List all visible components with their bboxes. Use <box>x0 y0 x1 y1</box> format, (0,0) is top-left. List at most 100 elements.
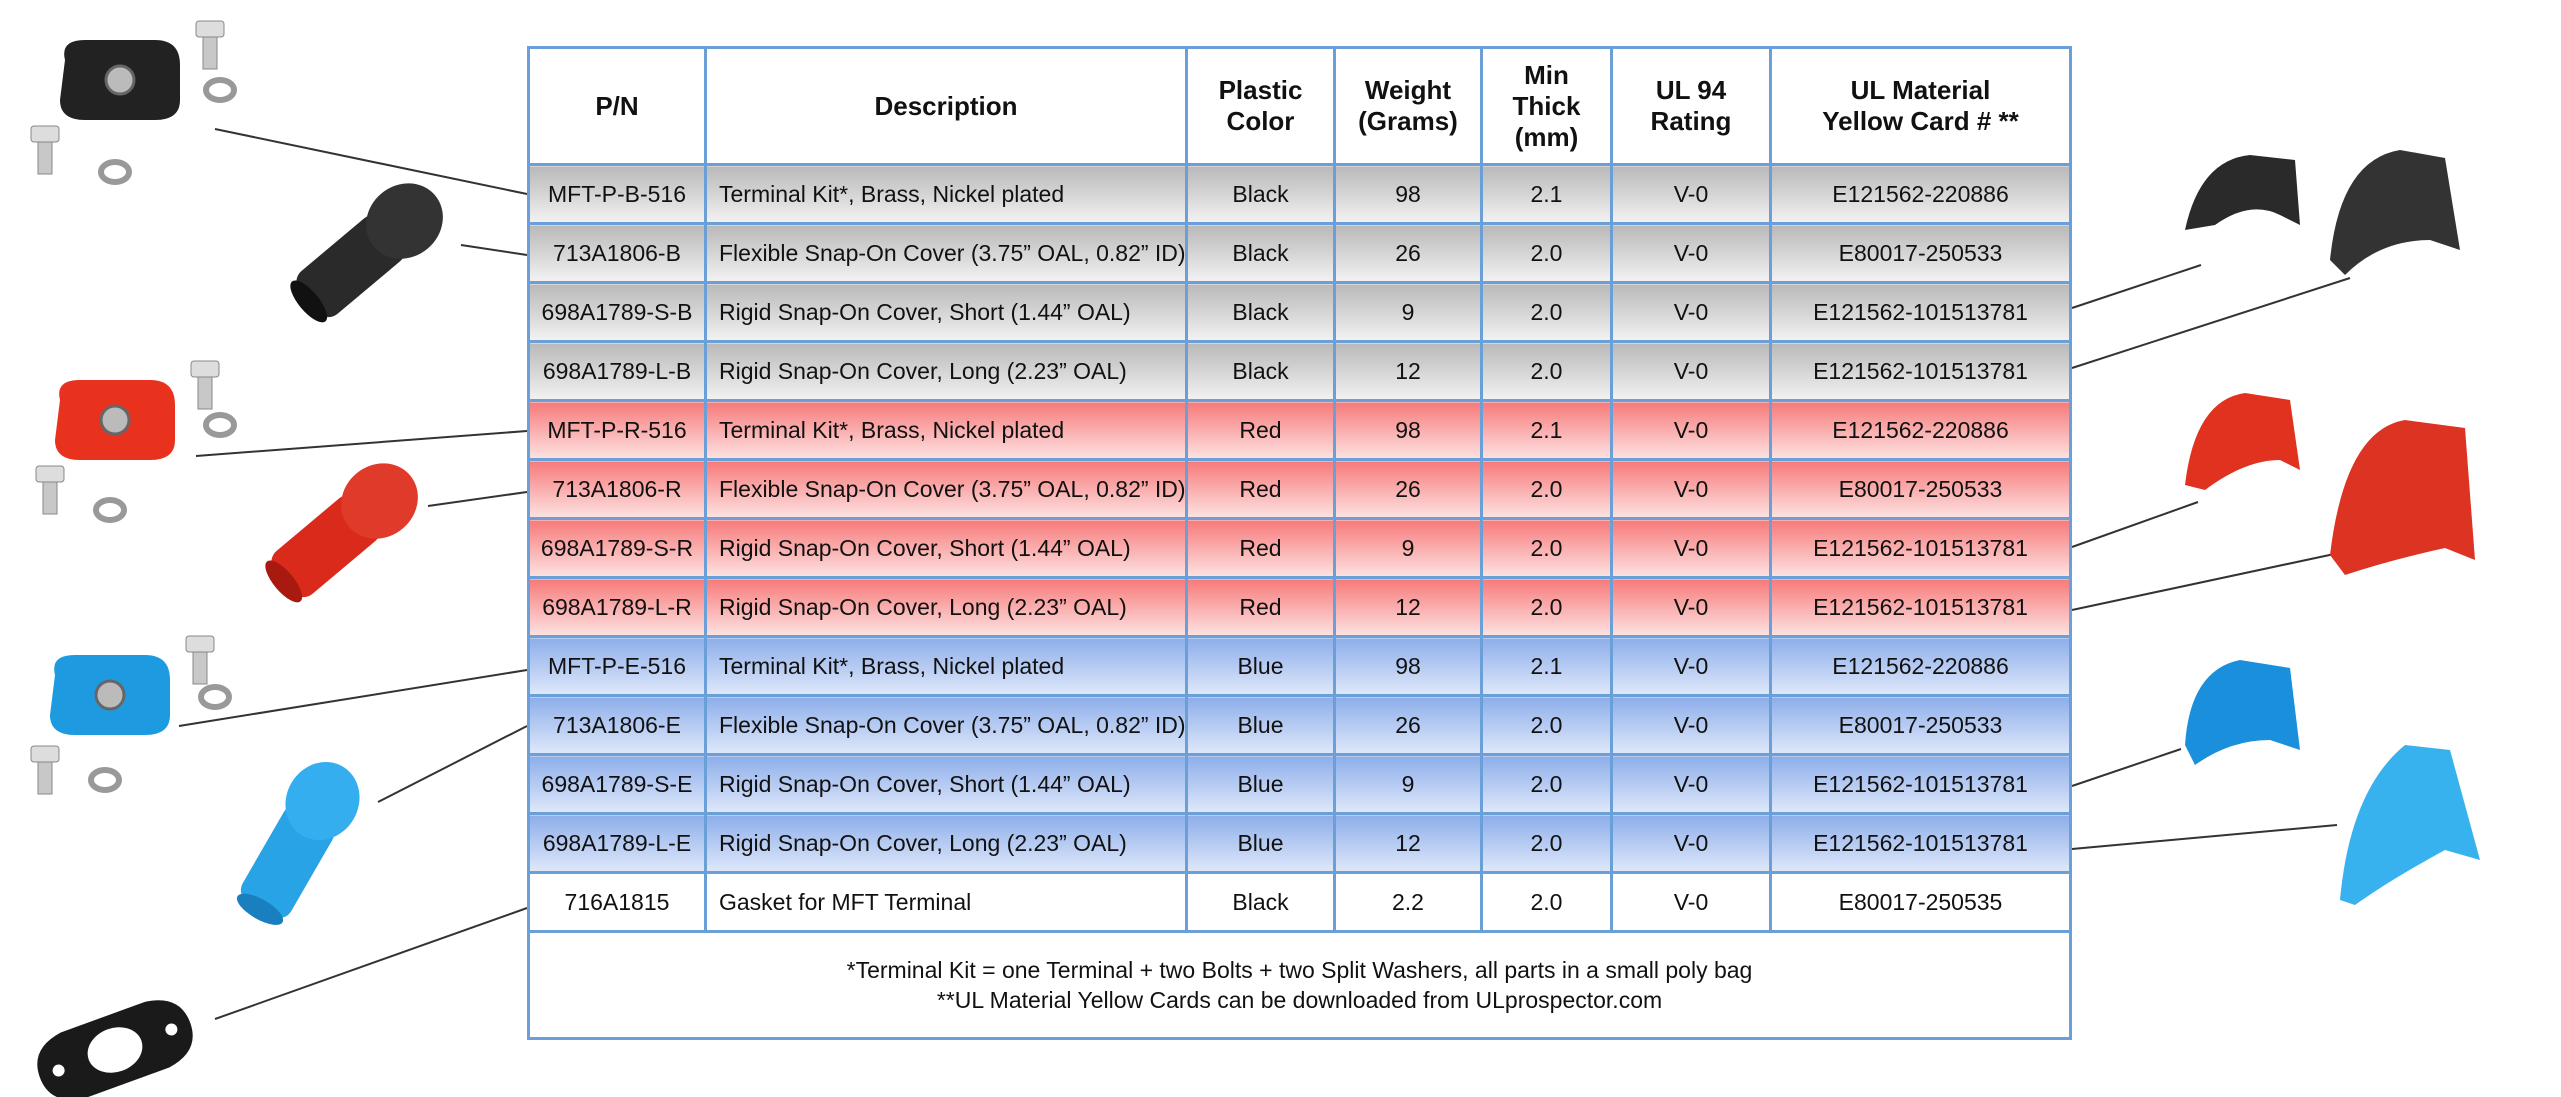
table-cell: Terminal Kit*, Brass, Nickel plated <box>704 635 1188 697</box>
table-cell: Black <box>1185 163 1336 225</box>
table-row: 698A1789-L-B Rigid Snap-On Cover, Long (2… <box>527 340 2072 402</box>
table-cell: 12 <box>1333 340 1483 402</box>
table-cell: 698A1789-S-B <box>527 281 707 343</box>
header-cell: Weight (Grams) <box>1333 46 1483 166</box>
table-cell: 9 <box>1333 753 1483 815</box>
table-cell: 698A1789-L-R <box>527 576 707 638</box>
table-cell: 698A1789-L-E <box>527 812 707 874</box>
table-cell: MFT-P-B-516 <box>527 163 707 225</box>
table-cell: 26 <box>1333 694 1483 756</box>
table-cell: E121562-101513781 <box>1769 753 2072 815</box>
table-cell: 716A1815 <box>527 871 707 933</box>
table-row: 698A1789-S-B Rigid Snap-On Cover, Short (… <box>527 281 2072 343</box>
header-text: Plastic <box>1218 75 1303 105</box>
table-cell: Terminal Kit*, Brass, Nickel plated <box>704 163 1188 225</box>
table-cell: Blue <box>1185 812 1336 874</box>
table-cell: Blue <box>1185 753 1336 815</box>
table-cell: 26 <box>1333 222 1483 284</box>
table-cell: MFT-P-R-516 <box>527 399 707 461</box>
flex-cover-blue <box>236 761 360 925</box>
table-cell: 2.0 <box>1480 340 1613 402</box>
table-cell: Black <box>1185 281 1336 343</box>
table-row: 698A1789-S-E Rigid Snap-On Cover, Short (… <box>527 753 2072 815</box>
leader-lines <box>178 128 2368 1020</box>
header-text: Thick <box>1512 90 1581 121</box>
flex-cover-black <box>290 183 443 323</box>
table-cell: 12 <box>1333 812 1483 874</box>
table-cell: 98 <box>1333 163 1483 225</box>
table-cell: V-0 <box>1610 399 1772 461</box>
table-cell: 2.0 <box>1480 458 1613 520</box>
table-cell: 2.0 <box>1480 812 1613 874</box>
table-cell: 9 <box>1333 281 1483 343</box>
table-cell: 713A1806-R <box>527 458 707 520</box>
table-cell: 2.1 <box>1480 163 1613 225</box>
header-text: UL 94 <box>1655 75 1727 105</box>
header-cell: Description <box>704 46 1188 166</box>
table-cell: Gasket for MFT Terminal <box>704 871 1188 933</box>
header-cell: Plastic Color <box>1185 46 1336 166</box>
table-row: MFT-P-E-516 Terminal Kit*, Brass, Nickel … <box>527 635 2072 697</box>
header-cell: P/N <box>527 46 707 166</box>
table-cell: V-0 <box>1610 517 1772 579</box>
table-cell: E121562-220886 <box>1769 163 2072 225</box>
table-cell: Rigid Snap-On Cover, Long (2.23” OAL) <box>704 812 1188 874</box>
table-cell: Red <box>1185 399 1336 461</box>
parts-table: P/N Description Plastic Color Weight (Grams) M… <box>527 46 2072 1040</box>
table-cell: V-0 <box>1610 871 1772 933</box>
table-row: 698A1789-S-R Rigid Snap-On Cover, Short (… <box>527 517 2072 579</box>
header-text: P/N <box>595 90 639 121</box>
table-cell: MFT-P-E-516 <box>527 635 707 697</box>
table-cell: Black <box>1185 222 1336 284</box>
table-cell: E121562-101513781 <box>1769 517 2072 579</box>
table-cell: Rigid Snap-On Cover, Long (2.23” OAL) <box>704 340 1188 402</box>
table-cell: Rigid Snap-On Cover, Short (1.44” OAL) <box>704 281 1188 343</box>
table-cell: 2.0 <box>1480 871 1613 933</box>
table-cell: Red <box>1185 517 1336 579</box>
footnote: *Terminal Kit = one Terminal + two Bolts… <box>846 957 1753 983</box>
terminal-kit-red <box>35 360 234 520</box>
table-cell: 713A1806-E <box>527 694 707 756</box>
header-cell: UL Material Yellow Card # ** <box>1769 46 2072 166</box>
table-row: 698A1789-L-E Rigid Snap-On Cover, Long (2… <box>527 812 2072 874</box>
table-cell: V-0 <box>1610 753 1772 815</box>
flex-cover-red <box>265 463 418 603</box>
table-cell: Red <box>1185 576 1336 638</box>
header-text: Yellow Card # ** <box>1822 106 2019 136</box>
table-cell: Black <box>1185 340 1336 402</box>
table-cell: E80017-250533 <box>1769 458 2072 520</box>
table-cell: 2.0 <box>1480 281 1613 343</box>
header-cell: UL 94 Rating <box>1610 46 1772 166</box>
table-cell: E80017-250533 <box>1769 694 2072 756</box>
table-cell: V-0 <box>1610 163 1772 225</box>
table-row: 716A1815 Gasket for MFT Terminal Black 2.2 2… <box>527 871 2072 933</box>
table-cell: E80017-250533 <box>1769 222 2072 284</box>
table-row: 713A1806-B Flexible Snap-On Cover (3.75” … <box>527 222 2072 284</box>
table-cell: V-0 <box>1610 340 1772 402</box>
table-cell: V-0 <box>1610 812 1772 874</box>
table-cell: 2.0 <box>1480 576 1613 638</box>
table-row: 713A1806-R Flexible Snap-On Cover (3.75” … <box>527 458 2072 520</box>
table-cell: V-0 <box>1610 576 1772 638</box>
table-cell: 2.0 <box>1480 517 1613 579</box>
footnote-cell: *Terminal Kit = one Terminal + two Bolts… <box>527 930 2072 1040</box>
table-cell: 2.0 <box>1480 694 1613 756</box>
table-cell: V-0 <box>1610 222 1772 284</box>
table-row: 698A1789-L-R Rigid Snap-On Cover, Long (2… <box>527 576 2072 638</box>
header-text: Color <box>1226 106 1295 136</box>
table-cell: 698A1789-S-E <box>527 753 707 815</box>
table-cell: Terminal Kit*, Brass, Nickel plated <box>704 399 1188 461</box>
header-text: Min <box>1524 59 1569 90</box>
table-cell: 2.0 <box>1480 753 1613 815</box>
header-row: P/N Description Plastic Color Weight (Grams) M… <box>527 46 2072 166</box>
table-cell: E121562-101513781 <box>1769 812 2072 874</box>
table-cell: 2.1 <box>1480 399 1613 461</box>
table-row: MFT-P-R-516 Terminal Kit*, Brass, Nickel … <box>527 399 2072 461</box>
table-cell: V-0 <box>1610 635 1772 697</box>
table-row: MFT-P-B-516 Terminal Kit*, Brass, Nickel … <box>527 163 2072 225</box>
header-text: Rating <box>1650 106 1732 136</box>
table-cell: 698A1789-L-B <box>527 340 707 402</box>
header-text: (mm) <box>1514 121 1579 152</box>
table-cell: 9 <box>1333 517 1483 579</box>
